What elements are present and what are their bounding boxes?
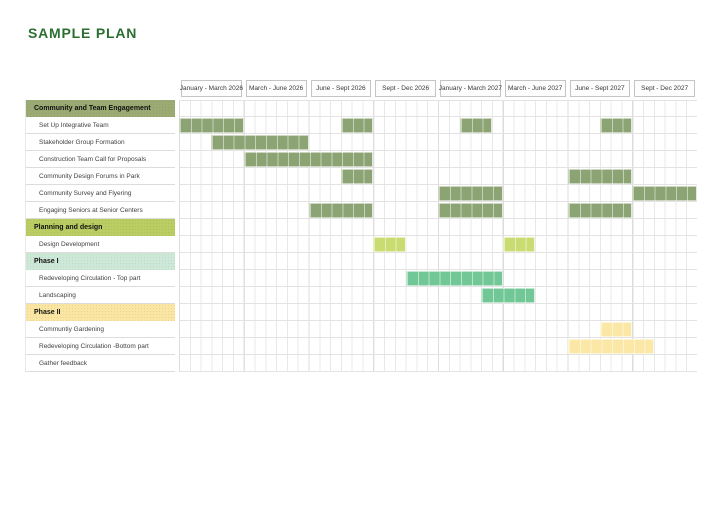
task-row: Redeveloping Circulation -Bottom part — [0, 338, 720, 355]
gantt-bar[interactable] — [340, 118, 374, 133]
section-label: Phase I — [25, 253, 175, 270]
section-row: Community and Team Engagement — [0, 100, 720, 117]
task-label: Engaging Seniors at Senior Centers — [25, 202, 175, 219]
plan-table: Community and Team Engagement Set Up Inte… — [0, 100, 720, 372]
gantt-bar[interactable] — [179, 118, 244, 133]
gantt-bar[interactable] — [567, 169, 633, 184]
task-label: Redeveloping Circulation - Top part — [25, 270, 175, 287]
gantt-bar[interactable] — [599, 118, 633, 133]
grid-cell — [179, 338, 697, 355]
grid-cell — [179, 270, 697, 287]
task-label: Stakeholder Group Formation — [25, 134, 175, 151]
grid-cell — [179, 202, 697, 219]
gantt-bar[interactable] — [567, 203, 633, 218]
task-label: Gather feedback — [25, 355, 175, 372]
page-title: SAMPLE PLAN — [28, 25, 138, 41]
task-row: Landscaping — [0, 287, 720, 304]
task-row: Set Up Integrative Team — [0, 117, 720, 134]
gantt-bar[interactable] — [459, 118, 492, 133]
grid-cell — [179, 185, 697, 202]
gantt-bar[interactable] — [632, 186, 697, 201]
gantt-bar[interactable] — [599, 322, 633, 337]
task-label: Redeveloping Circulation -Bottom part — [25, 338, 175, 355]
gantt-bar[interactable] — [308, 203, 374, 218]
grid-cell — [179, 100, 697, 117]
task-row: Construction Team Call for Proposals — [0, 151, 720, 168]
gantt-bar[interactable] — [243, 152, 374, 167]
task-row: Gather feedback — [0, 355, 720, 372]
section-label: Planning and design — [25, 219, 175, 236]
task-row: Stakeholder Group Formation — [0, 134, 720, 151]
gantt-bar[interactable] — [438, 186, 503, 201]
grid-cell — [179, 219, 697, 236]
task-row: Engaging Seniors at Senior Centers — [0, 202, 720, 219]
gantt-bar[interactable] — [373, 237, 406, 252]
task-label: Design Development — [25, 236, 175, 253]
task-label: Community Design Forums in Park — [25, 168, 175, 185]
section-label: Community and Team Engagement — [25, 100, 175, 117]
quarter-header-cell: January - March 2027 — [439, 80, 502, 97]
task-row: Communtiy Gardening — [0, 321, 720, 338]
gantt-bar[interactable] — [405, 271, 503, 286]
grid-cell — [179, 168, 697, 185]
quarter-header-cell: June - Sept 2026 — [310, 80, 372, 97]
task-label: Communtiy Gardening — [25, 321, 175, 338]
quarter-header-cell: Sept - Dec 2027 — [634, 80, 695, 97]
quarter-header-cell: June - Sept 2027 — [569, 80, 631, 97]
task-row: Community Survey and Flyering — [0, 185, 720, 202]
quarter-header-cell: Sept - Dec 2026 — [375, 80, 436, 97]
grid-cell — [179, 151, 697, 168]
grid-cell — [179, 117, 697, 134]
grid-cell — [179, 287, 697, 304]
grid-cell — [179, 236, 697, 253]
gantt-bar[interactable] — [211, 135, 309, 150]
grid-cell — [179, 355, 697, 372]
gantt-bar[interactable] — [481, 288, 536, 303]
gantt-bar[interactable] — [567, 339, 654, 354]
task-label: Construction Team Call for Proposals — [25, 151, 175, 168]
quarter-header-cell: March - June 2026 — [245, 80, 307, 97]
section-row: Planning and design — [0, 219, 720, 236]
grid-cell — [179, 321, 697, 338]
gantt-bar[interactable] — [438, 203, 503, 218]
task-label: Community Survey and Flyering — [25, 185, 175, 202]
quarter-header-cell: January - March 2026 — [180, 80, 243, 97]
task-row: Redeveloping Circulation - Top part — [0, 270, 720, 287]
grid-cell — [179, 253, 697, 270]
timeline-header: January - March 2026 March - June 2026 Jun… — [0, 80, 720, 99]
section-row: Phase I — [0, 253, 720, 270]
task-row: Design Development — [0, 236, 720, 253]
section-row: Phase II — [0, 304, 720, 321]
task-label: Landscaping — [25, 287, 175, 304]
task-label: Set Up Integrative Team — [25, 117, 175, 134]
gantt-bar[interactable] — [502, 237, 536, 252]
quarter-header-cell: March - June 2027 — [504, 80, 566, 97]
grid-cell — [179, 134, 697, 151]
section-label: Phase II — [25, 304, 175, 321]
grid-cell — [179, 304, 697, 321]
task-row: Community Design Forums in Park — [0, 168, 720, 185]
gantt-bar[interactable] — [340, 169, 374, 184]
